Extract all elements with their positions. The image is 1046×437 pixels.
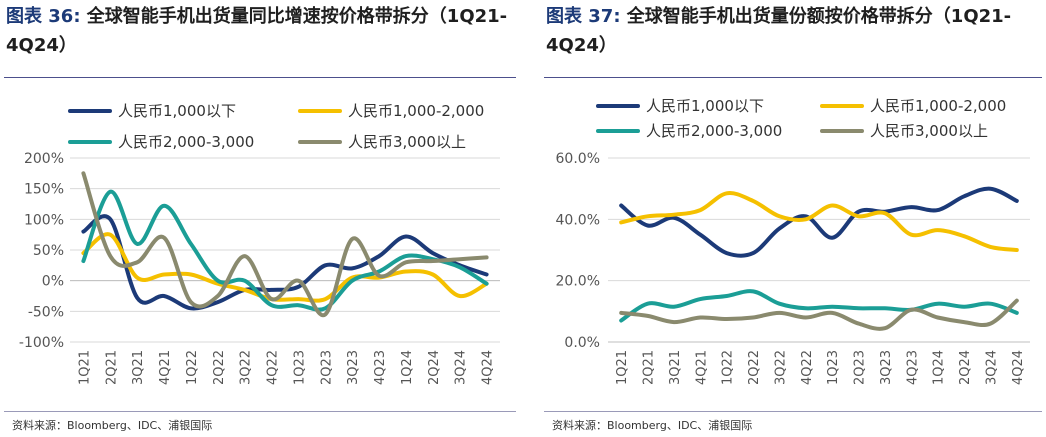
x-tick-label: 2Q22 xyxy=(747,350,762,385)
legend-label: 人民币3,000以上 xyxy=(870,122,988,140)
x-tick-label: 3Q21 xyxy=(131,350,146,385)
x-tick-label: 1Q24 xyxy=(932,350,947,385)
x-tick-label: 3Q23 xyxy=(879,350,894,385)
series-line xyxy=(619,186,1019,258)
share-chart: 0.0% 20.0% 40.0% 60.0% 1Q21 2Q21 3Q21 4Q21 1Q22 2… xyxy=(556,97,1030,385)
legend-label: 人民币1,000以下 xyxy=(118,102,236,120)
chart-panel-left: 图表 36: 全球智能手机出货量同比增速按价格带拆分（1Q21-4Q24） -1… xyxy=(0,0,520,437)
chart-panel-right: 图表 37: 全球智能手机出货量份额按价格带拆分（1Q21-4Q24） 0.0%… xyxy=(540,0,1046,437)
y-tick-label: -100% xyxy=(19,335,64,351)
x-tick-label: 1Q23 xyxy=(826,350,841,385)
x-tick-label: 2Q21 xyxy=(104,350,119,385)
legend-label: 人民币1,000-2,000 xyxy=(870,97,1006,115)
figure-title: 全球智能手机出货量同比增速按价格带拆分（1Q21-4Q24） xyxy=(6,6,508,56)
x-tick-label: 3Q22 xyxy=(239,350,254,385)
title-divider xyxy=(544,77,1042,78)
legend-label: 人民币1,000以下 xyxy=(646,97,764,115)
series-line xyxy=(619,289,1019,323)
chart-title: 图表 36: 全球智能手机出货量同比增速按价格带拆分（1Q21-4Q24） xyxy=(6,2,516,60)
yoy-growth-chart: -100% -50% 0% 50% 100% 150% 200% 1Q21 2Q21 3Q21 4Q… xyxy=(19,102,500,385)
series-line xyxy=(81,171,489,318)
y-tick-label: -50% xyxy=(28,304,64,320)
x-tick-label: 2Q24 xyxy=(427,350,442,385)
x-tick-label: 1Q21 xyxy=(77,350,92,385)
legend-label: 人民币2,000-3,000 xyxy=(118,133,254,151)
legend-label: 人民币1,000-2,000 xyxy=(348,102,484,120)
x-tick-label: 2Q21 xyxy=(642,350,657,385)
x-tick-label: 2Q22 xyxy=(212,350,227,385)
y-tick-label: 50% xyxy=(33,243,64,259)
x-tick-label: 2Q24 xyxy=(958,350,973,385)
x-tick-label: 3Q22 xyxy=(773,350,788,385)
series-line xyxy=(81,214,489,311)
title-divider xyxy=(4,77,516,78)
y-tick-label: 60.0% xyxy=(556,151,600,167)
figure-label: 图表 36: xyxy=(6,6,81,27)
chart-title: 图表 37: 全球智能手机出货量份额按价格带拆分（1Q21-4Q24） xyxy=(546,2,1046,60)
figure-label: 图表 37: xyxy=(546,6,621,27)
x-tick-label: 3Q23 xyxy=(346,350,361,385)
x-tick-label: 4Q21 xyxy=(158,350,173,385)
x-tick-label: 1Q22 xyxy=(721,350,736,385)
series-line xyxy=(81,189,489,312)
y-tick-label: 20.0% xyxy=(556,274,600,290)
x-tick-label: 2Q23 xyxy=(319,350,334,385)
x-tick-label: 2Q23 xyxy=(853,350,868,385)
legend-label: 人民币3,000以上 xyxy=(348,133,466,151)
x-tick-label: 4Q23 xyxy=(905,350,920,385)
x-tick-label: 1Q24 xyxy=(400,350,415,385)
figure-title: 全球智能手机出货量份额按价格带拆分（1Q21-4Q24） xyxy=(546,6,1012,56)
series-line xyxy=(81,232,489,303)
y-tick-label: 40.0% xyxy=(556,212,600,228)
x-tick-label: 3Q24 xyxy=(454,350,469,385)
x-tick-label: 3Q21 xyxy=(668,350,683,385)
x-tick-label: 3Q24 xyxy=(984,350,999,385)
x-tick-label: 4Q22 xyxy=(800,350,815,385)
y-tick-label: 200% xyxy=(24,151,64,167)
series-line xyxy=(619,298,1019,331)
source-note: 资料来源：Bloomberg、IDC、浦银国际 xyxy=(552,419,753,432)
x-tick-label: 1Q23 xyxy=(292,350,307,385)
x-tick-label: 1Q21 xyxy=(615,350,630,385)
x-tick-label: 4Q21 xyxy=(694,350,709,385)
y-tick-label: 150% xyxy=(24,182,64,198)
footer-divider xyxy=(4,411,516,412)
x-tick-label: 4Q22 xyxy=(266,350,281,385)
source-note: 资料来源：Bloomberg、IDC、浦银国际 xyxy=(12,419,213,432)
y-tick-label: 0.0% xyxy=(564,335,600,351)
legend-label: 人民币2,000-3,000 xyxy=(646,122,782,140)
y-tick-label: 100% xyxy=(24,212,64,228)
x-tick-label: 4Q24 xyxy=(1011,350,1026,385)
y-tick-label: 0% xyxy=(42,274,64,290)
x-tick-label: 4Q24 xyxy=(481,350,496,385)
series-line xyxy=(619,191,1019,252)
x-tick-label: 1Q22 xyxy=(185,350,200,385)
footer-divider xyxy=(544,411,1042,412)
x-tick-label: 4Q23 xyxy=(373,350,388,385)
